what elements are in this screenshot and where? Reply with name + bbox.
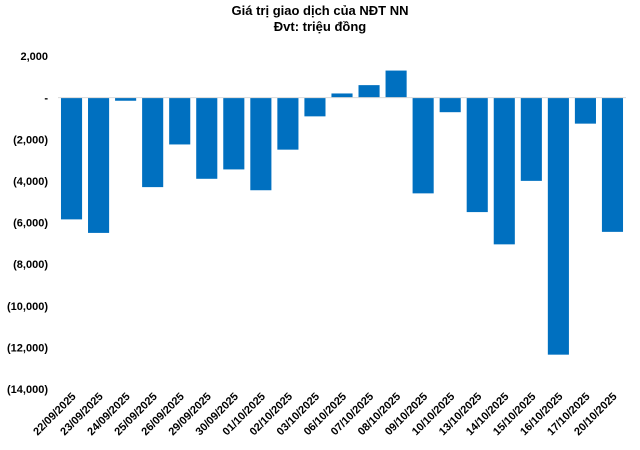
y-tick-label: (10,000) [7, 301, 48, 313]
y-tick-label: (2,000) [13, 134, 48, 146]
y-tick-label: 2,000 [20, 51, 48, 63]
bar [358, 85, 380, 98]
bar [520, 97, 542, 181]
y-tick-label: (8,000) [13, 259, 48, 271]
bars-group [60, 70, 624, 355]
bar [277, 97, 299, 150]
bar [493, 97, 515, 245]
bar [439, 97, 461, 113]
y-tick-label: - [44, 93, 48, 105]
bar [169, 97, 191, 145]
x-axis: 22/09/202523/09/202524/09/202525/09/2025… [31, 391, 619, 438]
bar [385, 70, 407, 98]
bar [601, 97, 624, 232]
y-tick-label: (12,000) [7, 342, 48, 354]
bar [331, 93, 353, 98]
bar [412, 97, 434, 194]
bar [466, 97, 488, 213]
bar [115, 97, 137, 101]
bar [250, 97, 272, 191]
bar [196, 97, 218, 179]
y-axis: 2,000 - (2,000) (4,000) (6,000) (8,000) (10,00… [7, 51, 48, 396]
bar [142, 97, 164, 188]
bar [547, 97, 569, 355]
y-tick-label: (4,000) [13, 176, 48, 188]
chart-title: Giá trị giao dịch của NĐT NN [231, 3, 409, 18]
bar [223, 97, 245, 170]
bar [304, 97, 326, 117]
bar [60, 97, 83, 220]
chart-subtitle: Đvt: triệu đồng [273, 19, 367, 34]
y-tick-label: (6,000) [13, 218, 48, 230]
bar [88, 97, 110, 233]
bar [574, 97, 596, 124]
y-tick-label: (14,000) [7, 384, 48, 396]
